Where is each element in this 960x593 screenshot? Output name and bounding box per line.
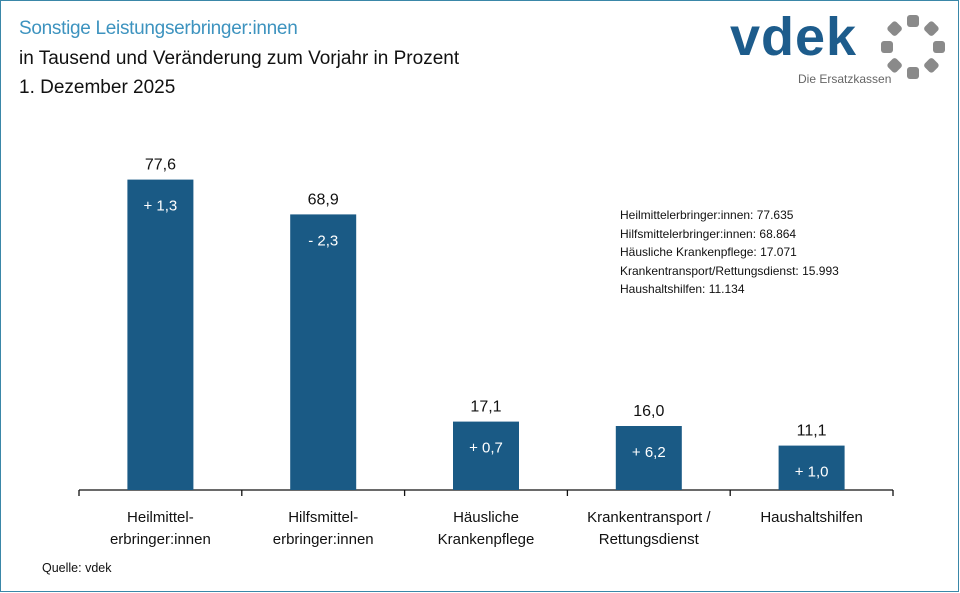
info-line: Krankentransport/Rettungsdienst: 15.993 bbox=[620, 263, 839, 278]
bar-value-label: 16,0 bbox=[633, 403, 664, 420]
x-tick-label: Heilmittel- bbox=[127, 509, 194, 526]
source-note: Quelle: vdek bbox=[42, 561, 112, 575]
info-line: Haushaltshilfen: 11.134 bbox=[620, 282, 745, 296]
bar-value-label: 11,1 bbox=[797, 423, 827, 440]
bar-value-label: 77,6 bbox=[145, 157, 176, 174]
logo-tagline: Die Ersatzkassen bbox=[798, 72, 892, 86]
bar bbox=[615, 426, 682, 490]
bar-change-label: + 1,0 bbox=[795, 464, 829, 481]
info-line: Hilfsmittelerbringer:innen: 68.864 bbox=[620, 226, 797, 241]
x-tick-label: Haushaltshilfen bbox=[760, 509, 863, 526]
logo-ring-segment bbox=[907, 67, 919, 79]
x-tick-label: erbringer:innen bbox=[273, 531, 374, 548]
logo-wordmark: vdek bbox=[730, 7, 858, 67]
chart-date: 1. Dezember 2025 bbox=[19, 77, 176, 98]
x-tick-label: Hilfsmittel- bbox=[288, 509, 358, 526]
logo-ring-segment bbox=[881, 41, 893, 53]
x-tick-label: Krankenpflege bbox=[438, 531, 535, 548]
bar-value-label: 17,1 bbox=[470, 399, 501, 416]
x-tick-label: Rettungsdienst bbox=[599, 531, 700, 548]
bar bbox=[778, 445, 845, 490]
info-box: Heilmittelerbringer:innen: 77.635 Hilfsm… bbox=[620, 206, 839, 299]
logo-ring-segment bbox=[887, 58, 902, 73]
logo-ring-icon bbox=[881, 15, 945, 79]
bar-change-label: + 6,2 bbox=[632, 444, 666, 461]
info-line: Häusliche Krankenpflege: 17.071 bbox=[620, 245, 797, 259]
vdek-logo: vdek Die Ersatzkassen bbox=[730, 7, 950, 92]
logo-ring-segment bbox=[933, 41, 945, 53]
info-line: Heilmittelerbringer:innen: 77.635 bbox=[620, 208, 794, 222]
chart-subtitle: in Tausend und Veränderung zum Vorjahr i… bbox=[19, 48, 460, 69]
logo-ring-segment bbox=[907, 15, 919, 27]
bar-change-label: + 1,3 bbox=[144, 198, 178, 215]
x-tick-label: erbringer:innen bbox=[110, 531, 211, 548]
bar bbox=[290, 214, 357, 490]
logo-ring-segment bbox=[887, 21, 902, 36]
bar-change-label: - 2,3 bbox=[308, 232, 338, 249]
bar-value-label: 68,9 bbox=[308, 191, 339, 208]
x-tick-label: Häusliche bbox=[453, 509, 519, 526]
x-tick-label: Krankentransport / bbox=[587, 509, 711, 526]
bar-change-label: + 0,7 bbox=[469, 440, 503, 457]
chart-title: Sonstige Leistungserbringer:innen bbox=[19, 18, 298, 39]
bar bbox=[453, 421, 519, 490]
logo-ring-segment bbox=[924, 21, 939, 36]
bar bbox=[127, 179, 194, 490]
logo-ring-segment bbox=[924, 58, 939, 73]
